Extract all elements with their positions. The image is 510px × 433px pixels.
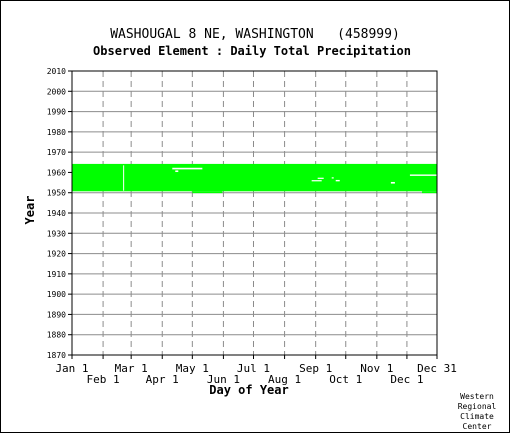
missing-data-gap bbox=[175, 170, 179, 173]
y-tick-label: 2000 bbox=[47, 87, 66, 96]
credit-line: Climate bbox=[460, 412, 494, 421]
y-tick-label: 1940 bbox=[47, 209, 66, 218]
x-tick-label-lower: Apr 1 bbox=[146, 373, 179, 386]
coverage-band bbox=[192, 191, 223, 194]
missing-data-gap bbox=[390, 181, 395, 184]
y-tick-label: 1970 bbox=[47, 148, 66, 157]
missing-data-gap bbox=[317, 177, 324, 179]
plot-border bbox=[71, 70, 438, 356]
credit-line: Center bbox=[463, 422, 492, 431]
chart-title: WASHOUGAL 8 NE, WASHINGTON (458999) bbox=[110, 27, 400, 42]
x-tick-label-upper: Dec 31 bbox=[417, 362, 457, 375]
x-tick-label-upper: Sep 1 bbox=[299, 362, 332, 375]
y-tick-label: 2010 bbox=[47, 67, 66, 76]
y-tick-label: 1890 bbox=[47, 310, 66, 319]
credit-block: Western Regional Climate Center bbox=[458, 392, 497, 431]
y-tick-label: 1870 bbox=[47, 351, 66, 360]
coverage-band bbox=[421, 191, 437, 194]
y-tick-label: 1960 bbox=[47, 168, 66, 177]
chart-subtitle: Observed Element : Daily Total Precipita… bbox=[93, 44, 411, 58]
x-tick-label-lower: Oct 1 bbox=[329, 373, 362, 386]
credit-line: Regional bbox=[458, 402, 497, 411]
missing-data-gap bbox=[123, 165, 125, 191]
x-tick-label-lower: Jun 1 bbox=[207, 373, 240, 386]
missing-data-gap bbox=[409, 174, 437, 176]
x-tick-label-upper: Mar 1 bbox=[115, 362, 148, 375]
x-tick-label-lower: Feb 1 bbox=[87, 373, 120, 386]
credit-line: Western bbox=[460, 392, 494, 401]
plot-area: 1870 1880 1890 1900 1910 1920 1930 1940 1950 1960… bbox=[47, 67, 457, 386]
y-tick-label: 1980 bbox=[47, 128, 66, 137]
coverage-band bbox=[72, 163, 437, 192]
y-tick-label: 1900 bbox=[47, 290, 66, 299]
y-tick-label: 1910 bbox=[47, 270, 66, 279]
x-tick-label-upper: Jan 1 bbox=[55, 362, 88, 375]
y-tick-label: 1950 bbox=[47, 189, 66, 198]
missing-data-gap bbox=[172, 167, 203, 170]
y-tick-label: 1880 bbox=[47, 331, 66, 340]
y-tick-label: 1930 bbox=[47, 229, 66, 238]
x-tick-label-upper: Jul 1 bbox=[237, 362, 270, 375]
x-tick-label-lower: Aug 1 bbox=[268, 373, 301, 386]
missing-data-gap bbox=[335, 179, 340, 182]
missing-data-gap bbox=[331, 177, 334, 179]
x-axis-label: Day of Year bbox=[209, 383, 288, 397]
x-tick-label-upper: Nov 1 bbox=[360, 362, 393, 375]
missing-data-gap bbox=[311, 180, 322, 182]
y-axis-label: Year bbox=[23, 196, 37, 225]
y-tick-label: 1920 bbox=[47, 250, 66, 259]
y-tick-label: 1990 bbox=[47, 108, 66, 117]
x-tick-label-lower: Dec 1 bbox=[390, 373, 423, 386]
x-tick-label-upper: May 1 bbox=[176, 362, 209, 375]
